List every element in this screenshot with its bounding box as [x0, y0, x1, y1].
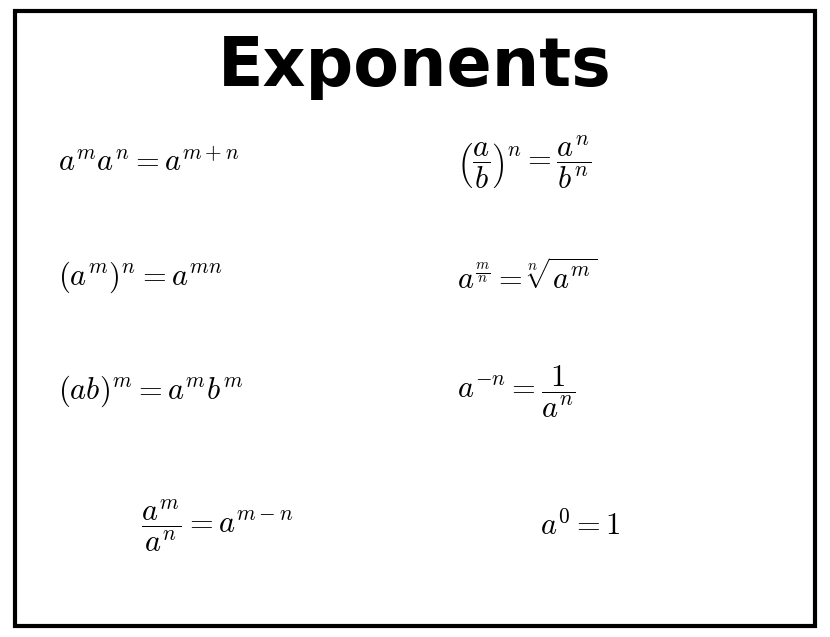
Text: $a^{-n} = \dfrac{1}{a^n}$: $a^{-n} = \dfrac{1}{a^n}$: [457, 364, 575, 420]
Text: $a^{\frac{m}{n}} = \sqrt[n]{a^m}$: $a^{\frac{m}{n}} = \sqrt[n]{a^m}$: [457, 259, 597, 295]
Text: $a^0 = 1$: $a^0 = 1$: [540, 510, 620, 541]
Text: Exponents: Exponents: [218, 34, 612, 100]
Text: $\dfrac{a^m}{a^n} = a^{m-n}$: $\dfrac{a^m}{a^n} = a^{m-n}$: [141, 497, 294, 554]
Text: $(ab)^m = a^m b^m$: $(ab)^m = a^m b^m$: [58, 374, 243, 410]
Text: $a^m a^n = a^{m+n}$: $a^m a^n = a^{m+n}$: [58, 148, 240, 177]
Text: $(a^m)^n = a^{mn}$: $(a^m)^n = a^{mn}$: [58, 259, 222, 295]
Text: $\left(\dfrac{a}{b}\right)^n = \dfrac{a^n}{b^n}$: $\left(\dfrac{a}{b}\right)^n = \dfrac{a^…: [457, 134, 592, 191]
